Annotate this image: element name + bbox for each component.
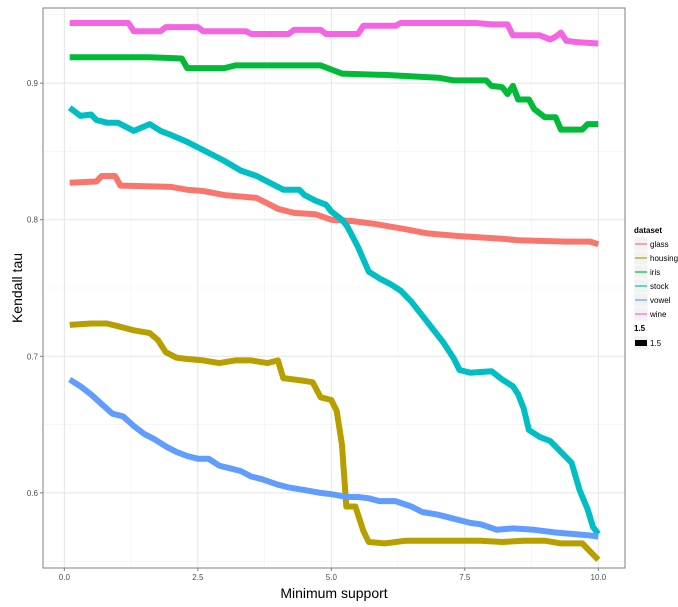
- legend-label-housing: housing: [650, 254, 678, 263]
- x-tick-label: 10.0: [591, 573, 607, 582]
- series-line-stock: [67, 105, 601, 536]
- legend: dataset glass housing iris stock vowel wine 1…: [633, 226, 678, 351]
- y-tick-label: 0.8: [27, 216, 39, 225]
- size-legend-swatch: [635, 340, 647, 346]
- legend-label-iris: iris: [650, 268, 660, 277]
- x-tick-label: 2.5: [192, 573, 204, 582]
- legend-label-stock: stock: [650, 282, 670, 291]
- series-line-iris: [69, 54, 599, 133]
- legend-items: glass housing iris stock vowel wine: [633, 236, 678, 322]
- y-tick-label: 0.9: [27, 79, 39, 88]
- x-tick-label: 7.5: [459, 573, 471, 582]
- size-legend-title: 1.5: [634, 324, 646, 333]
- series-line-vowel: [68, 376, 599, 540]
- y-tick-label: 0.6: [27, 489, 39, 498]
- y-axis-ticks: 0.6 0.7 0.8 0.9: [27, 79, 43, 498]
- y-axis-title: Kendall tau: [9, 253, 25, 323]
- x-axis-title: Minimum support: [280, 585, 387, 601]
- x-tick-label: 0.0: [59, 573, 71, 582]
- series-line-housing: [69, 320, 601, 562]
- series-lines: [67, 20, 601, 562]
- x-tick-label: 5.0: [326, 573, 338, 582]
- series-line-glass: [69, 173, 600, 248]
- legend-title: dataset: [634, 226, 662, 235]
- legend-label-vowel: vowel: [650, 296, 671, 305]
- y-tick-label: 0.7: [27, 352, 39, 361]
- series-line-wine: [69, 20, 599, 47]
- legend-label-glass: glass: [650, 240, 669, 249]
- size-legend-label: 1.5: [650, 339, 662, 348]
- x-axis-ticks: 0.0 2.5 5.0 7.5 10.0: [59, 568, 607, 582]
- legend-label-wine: wine: [649, 310, 667, 319]
- plot-border: [42, 7, 626, 569]
